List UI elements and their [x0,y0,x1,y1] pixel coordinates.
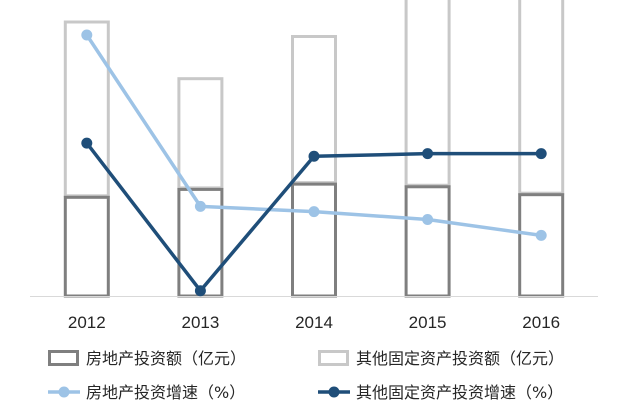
point-other-growth-2013 [194,285,206,297]
bar-other-investment-2012 [63,20,110,198]
point-other-growth-2012 [81,137,93,149]
legend-label-other-growth: 其他固定资产投资增速（%） [356,383,563,402]
bar-other-investment-2013 [177,77,224,190]
x-tick-label: 2016 [522,313,560,332]
point-other-growth-2015 [422,148,434,160]
x-tick-label: 2015 [409,313,447,332]
point-real-estate-growth-2013 [194,200,206,212]
legend-label-real-estate-growth: 房地产投资增速（%） [86,383,245,402]
legend-swatch-real-estate-investment [48,350,79,366]
point-real-estate-growth-2012 [81,29,93,41]
bar-other-investment-2014 [291,35,337,185]
bars-layer [63,0,565,298]
bar-other-investment-2016 [518,0,565,195]
x-tick-labels: 2012 2013 2014 2015 2016 [68,313,560,332]
legend-marker-real-estate-growth [58,386,70,398]
point-other-growth-2016 [535,148,547,160]
legend-label-real-estate-investment: 房地产投资额（亿元） [86,349,246,368]
point-other-growth-2014 [308,150,320,162]
legend: 房地产投资额（亿元） 其他固定资产投资额（亿元） 房地产投资增速（%） 其他固定资产投… [48,349,564,402]
lines-layer [81,29,547,297]
legend-marker-other-growth [328,386,340,398]
bar-real-estate-investment-2015 [404,185,451,298]
bar-real-estate-investment-2014 [291,182,337,298]
point-real-estate-growth-2016 [535,229,547,241]
x-tick-label: 2012 [68,313,106,332]
bar-real-estate-investment-2016 [518,193,565,298]
point-real-estate-growth-2015 [422,214,434,226]
line-real-estate-growth [85,34,542,238]
x-tick-label: 2014 [295,313,333,332]
legend-swatch-other-investment [318,350,349,366]
x-tick-label: 2013 [181,313,219,332]
point-real-estate-growth-2014 [308,206,320,218]
bar-real-estate-investment-2012 [63,195,110,298]
legend-label-other-investment: 其他固定资产投资额（亿元） [356,349,564,368]
